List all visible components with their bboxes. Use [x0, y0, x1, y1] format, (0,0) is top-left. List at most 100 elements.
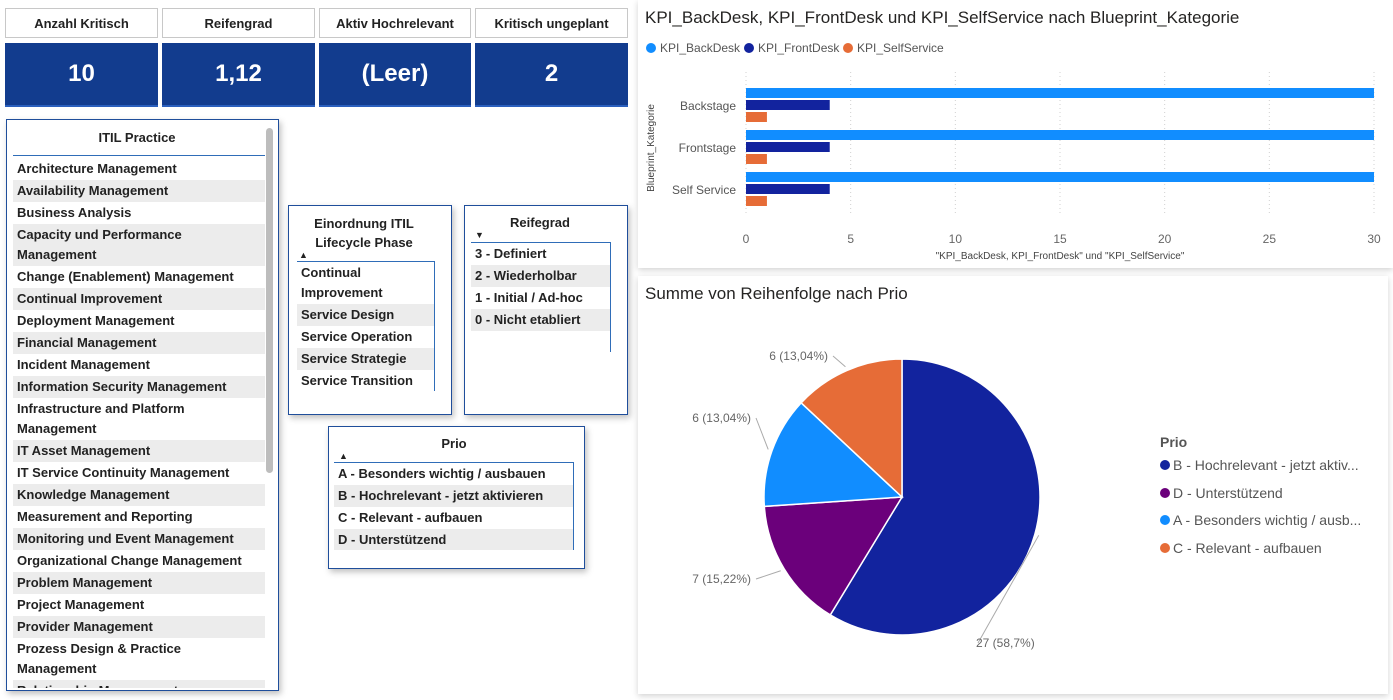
itil-practice-item[interactable]: Problem Management — [13, 572, 265, 594]
itil-practice-item[interactable]: Information Security Management — [13, 376, 265, 398]
bar-kpi-selfservice[interactable] — [746, 112, 767, 122]
bar-chart: 0 5 10 15 20 25 30 Backstage Frontstage Self Serv… — [646, 72, 1381, 262]
y-category-label: Frontstage — [679, 141, 737, 155]
pie-legend-item[interactable]: C - Relevant - aufbauen — [1160, 540, 1322, 556]
itil-practice-item[interactable]: Architecture Management — [17, 161, 177, 176]
sort-arrow-icon[interactable]: ▲ — [339, 451, 348, 461]
legend-dot-icon — [843, 43, 853, 53]
pie-legend-label: D - Unterstützend — [1173, 484, 1283, 501]
itil-practice-item[interactable]: Provider Management — [13, 616, 265, 638]
pie-slice[interactable] — [763, 496, 904, 616]
pie-slice[interactable] — [800, 358, 903, 499]
pie-legend-title: Prio — [1160, 434, 1188, 450]
prio-item[interactable]: D - Unterstützend — [334, 529, 573, 550]
pie-data-label: 7 (15,22%) — [692, 572, 751, 586]
pie-chart-title: Summe von Reihenfolge nach Prio — [645, 284, 908, 303]
lifecycle-phase-item[interactable]: Service Transition — [301, 373, 413, 388]
pie-legend-item[interactable]: D - Unterstützend — [1160, 485, 1283, 501]
itil-practice-item[interactable]: Deployment Management — [17, 313, 175, 328]
itil-practice-slicer-title: ITIL Practice — [98, 130, 176, 145]
itil-practice-item[interactable]: Infrastructure and Platform Management — [17, 401, 185, 436]
lifecycle-phase-item[interactable]: Service Operation — [301, 329, 413, 344]
reifegrad-item[interactable]: 2 - Wiederholbar — [471, 265, 610, 287]
x-axis-label: "KPI_BackDesk, KPI_FrontDesk" und "KPI_S… — [936, 251, 1185, 262]
reifegrad-item[interactable]: 0 - Nicht etabliert — [471, 309, 610, 331]
pie-legend-label: B - Hochrelevant - jetzt aktiv... — [1173, 457, 1359, 473]
lifecycle-phase-item[interactable]: Continual Improvement — [301, 265, 383, 300]
kpi-value-anzahl-kritisch: 10 — [5, 43, 158, 107]
kpi-label-aktiv-hochrelevant: Aktiv Hochrelevant — [319, 8, 471, 38]
pie-legend-item[interactable]: A - Besonders wichtig / ausb... — [1160, 512, 1361, 528]
bar-kpi-backdesk[interactable] — [746, 130, 1374, 140]
legend-dot-icon — [1160, 515, 1170, 525]
itil-practice-item[interactable]: Change (Enablement) Management — [17, 269, 234, 284]
prio-item[interactable]: A - Besonders wichtig / ausbauen — [338, 466, 546, 481]
pie-data-label: 6 (13,04%) — [769, 349, 828, 363]
legend-dot-icon — [744, 43, 754, 53]
bar-kpi-backdesk[interactable] — [746, 88, 1374, 98]
prio-item[interactable]: B - Hochrelevant - jetzt aktivieren — [334, 485, 573, 507]
prio-item[interactable]: C - Relevant - aufbauen — [338, 510, 483, 525]
itil-practice-list: Architecture Management Availability Mana… — [13, 158, 265, 688]
itil-practice-item[interactable]: Monitoring und Event Management — [13, 528, 265, 550]
x-tick-label: 30 — [1367, 232, 1381, 246]
pie-leader-line — [977, 535, 1040, 644]
pie-data-label: 6 (13,04%) — [692, 411, 751, 425]
bar-kpi-frontdesk[interactable] — [746, 142, 830, 152]
itil-practice-item[interactable]: Relationship Management — [13, 680, 265, 688]
kpi-label-kritisch-ungeplant: Kritisch ungeplant — [475, 8, 628, 38]
pie-slice[interactable] — [829, 358, 1041, 636]
itil-practice-item[interactable]: Financial Management — [13, 332, 265, 354]
bar-legend-item[interactable]: KPI_BackDesk — [646, 41, 740, 55]
reifegrad-slicer-title: Reifegrad — [510, 215, 570, 230]
pie-slice[interactable] — [763, 401, 904, 508]
kpi-value-kritisch-ungeplant: 2 — [475, 43, 628, 107]
reifegrad-item[interactable]: 3 - Definiert — [475, 246, 547, 261]
x-tick-label: 20 — [1158, 232, 1172, 246]
pie-leader-line — [755, 570, 781, 580]
kpi-label-anzahl-kritisch: Anzahl Kritisch — [5, 8, 158, 38]
bar-legend-label: KPI_BackDesk — [660, 41, 741, 55]
itil-practice-item[interactable]: IT Asset Management — [13, 440, 265, 462]
prio-slicer-title: Prio — [441, 436, 467, 451]
itil-practice-slicer: ITIL Practice Architecture Management Ava… — [6, 119, 279, 691]
prio-list: A - Besonders wichtig / ausbauen B - Hoch… — [334, 462, 574, 550]
reifegrad-list: 3 - Definiert 2 - Wiederholbar 1 - Initial… — [471, 242, 611, 352]
lifecycle-phase-item[interactable]: Service Design — [297, 304, 434, 326]
itil-practice-item[interactable]: Capacity und Performance Management — [13, 224, 265, 266]
itil-practice-item[interactable]: Business Analysis — [17, 205, 132, 220]
bar-legend-item[interactable]: KPI_SelfService — [843, 41, 944, 55]
itil-practice-item[interactable]: Project Management — [17, 597, 145, 612]
kpi-value-aktiv-hochrelevant: (Leer) — [319, 43, 471, 107]
lifecycle-phase-list: Continual Improvement Service Design Servi… — [297, 261, 435, 391]
bar-kpi-selfservice[interactable] — [746, 196, 767, 206]
bar-kpi-selfservice[interactable] — [746, 154, 767, 164]
x-tick-label: 15 — [1053, 232, 1067, 246]
itil-practice-item[interactable]: Measurement and Reporting — [17, 509, 193, 524]
lifecycle-phase-item[interactable]: Service Strategie — [297, 348, 434, 370]
legend-dot-icon — [1160, 460, 1170, 470]
itil-practice-item[interactable]: Prozess Design & Practice Management — [17, 641, 182, 676]
reifegrad-item[interactable]: 1 - Initial / Ad-hoc — [475, 290, 583, 305]
itil-practice-item[interactable]: Incident Management — [17, 357, 150, 372]
bar-kpi-frontdesk[interactable] — [746, 100, 830, 110]
legend-dot-icon — [646, 43, 656, 53]
bar-kpi-frontdesk[interactable] — [746, 184, 830, 194]
itil-practice-item[interactable]: Availability Management — [13, 180, 265, 202]
sort-arrow-icon[interactable]: ▲ — [299, 250, 308, 260]
bar-kpi-backdesk[interactable] — [746, 172, 1374, 182]
itil-practice-item[interactable]: Continual Improvement — [13, 288, 265, 310]
pie-legend-item[interactable]: B - Hochrelevant - jetzt aktiv... — [1160, 457, 1359, 473]
bar-legend-item[interactable]: KPI_FrontDesk — [744, 41, 839, 55]
itil-practice-item[interactable]: IT Service Continuity Management — [17, 465, 230, 480]
itil-practice-item[interactable]: Knowledge Management — [13, 484, 265, 506]
slicer-divider — [13, 155, 265, 156]
y-category-label: Backstage — [680, 99, 736, 113]
lifecycle-phase-slicer-title: Einordnung ITIL Lifecycle Phase — [314, 216, 414, 250]
y-category-label: Self Service — [672, 183, 736, 197]
itil-practice-scrollbar[interactable] — [266, 128, 273, 473]
itil-practice-item[interactable]: Organizational Change Management — [17, 553, 242, 568]
prio-slicer: Prio ▲ A - Besonders wichtig / ausbauen B… — [328, 426, 585, 569]
sort-arrow-icon[interactable]: ▼ — [475, 230, 484, 240]
bar-chart-title: KPI_BackDesk, KPI_FrontDesk und KPI_Self… — [645, 8, 1240, 27]
